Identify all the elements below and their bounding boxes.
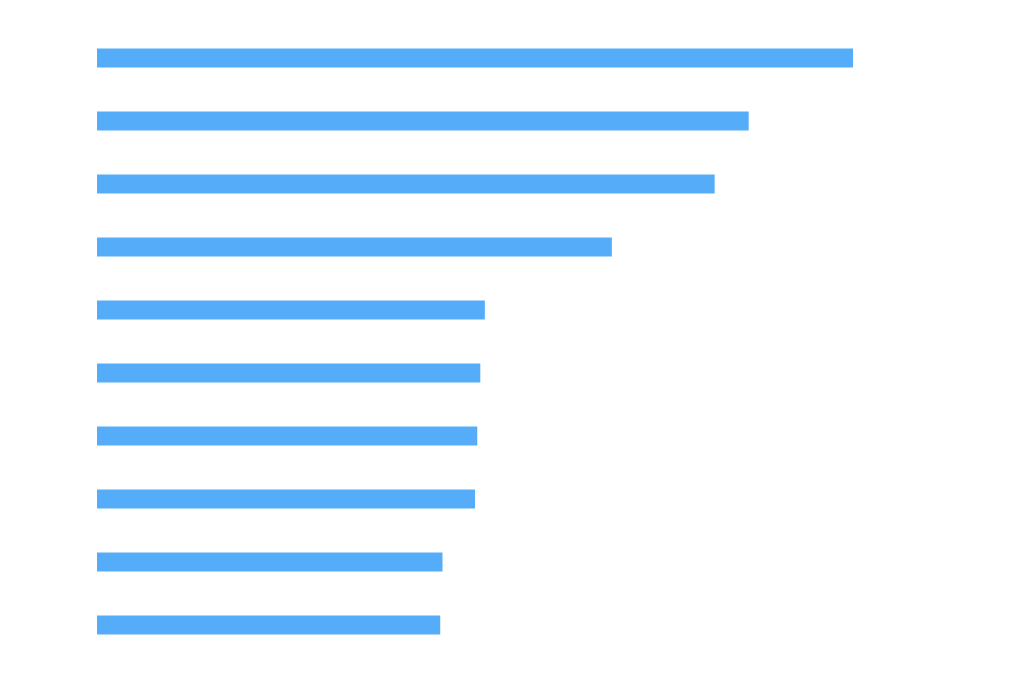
category-label-group: SHI GML GNI CAVS MYO BUSS AMI ERT MDIA LNVD xyxy=(29,49,76,635)
category-label-gml: GML xyxy=(38,112,75,131)
bar-buss xyxy=(97,363,481,383)
bar-cavs xyxy=(97,237,612,257)
bar-myo xyxy=(97,300,485,320)
bar-ert xyxy=(97,489,475,509)
category-label-gni: GNI xyxy=(45,175,75,194)
category-label-mdia: MDIA xyxy=(33,553,76,572)
category-label-ami: AMI xyxy=(45,427,75,446)
category-label-myo: MYO xyxy=(36,301,75,320)
category-label-lnvd: LNVD xyxy=(30,616,75,635)
bar-lnvd xyxy=(97,615,441,635)
category-label-buss: BUSS xyxy=(29,364,75,383)
category-label-shi: SHI xyxy=(47,49,75,68)
bar-mdia xyxy=(97,552,443,572)
category-label-ert: ERT xyxy=(41,490,75,509)
bar-ami xyxy=(97,426,478,446)
category-label-cavs: CAVS xyxy=(30,238,75,257)
bar-gml xyxy=(97,111,749,131)
bar-shi xyxy=(97,48,853,68)
bar-gni xyxy=(97,174,715,194)
bar-group xyxy=(97,48,853,635)
